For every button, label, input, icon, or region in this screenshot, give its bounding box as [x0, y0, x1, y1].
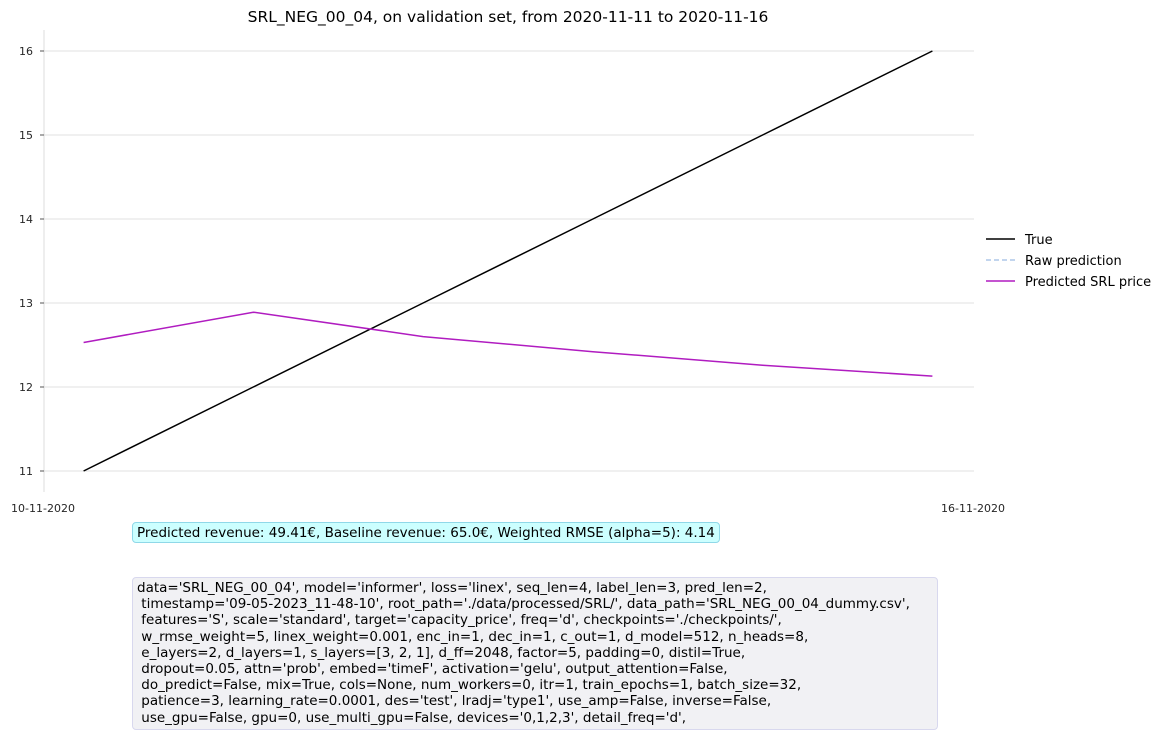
x-tick-label: 10-11-2020 [11, 502, 75, 515]
config-line: dropout=0.05, attn='prob', embed='timeF'… [137, 661, 728, 678]
config-line: data='SRL_NEG_00_04', model='informer', … [137, 580, 767, 596]
line-chart: SRL_NEG_00_04, on validation set, from 2… [11, 8, 1151, 515]
x-tick-label: 16-11-2020 [941, 502, 1005, 515]
y-tick-label: 13 [19, 297, 33, 310]
series-line-0 [83, 50, 933, 472]
config-line: timestamp='09-05-2023_11-48-10', root_pa… [137, 596, 910, 613]
y-tick-label: 15 [19, 129, 33, 142]
series-line-2 [83, 311, 933, 377]
legend-label: Predicted SRL price [1025, 275, 1151, 290]
y-axis-ticks: 11 12 13 14 15 16 [19, 45, 44, 478]
x-axis-ticks: 10-11-2020 16-11-2020 [11, 502, 1005, 515]
y-tick-label: 11 [19, 465, 33, 478]
series-lines [83, 50, 933, 472]
config-line: do_predict=False, mix=True, cols=None, n… [137, 677, 802, 694]
y-tick-label: 14 [19, 213, 33, 226]
legend-label: True [1024, 233, 1053, 248]
metrics-summary: Predicted revenue: 49.41€, Baseline reve… [132, 522, 720, 543]
chart-title: SRL_NEG_00_04, on validation set, from 2… [248, 8, 769, 27]
config-line: features='S', scale='standard', target='… [137, 612, 782, 629]
config-line: use_gpu=False, gpu=0, use_multi_gpu=Fals… [137, 709, 687, 726]
y-tick-label: 16 [19, 45, 33, 58]
config-parameters: data='SRL_NEG_00_04', model='informer', … [132, 577, 938, 730]
config-line: w_rmse_weight=5, linex_weight=0.001, enc… [137, 628, 809, 645]
legend-label: Raw prediction [1025, 254, 1122, 269]
grid-lines [44, 50, 974, 472]
config-line: patience=3, learning_rate=0.0001, des='t… [137, 693, 772, 710]
legend: True Raw prediction Predicted SRL price [986, 233, 1151, 290]
y-tick-label: 12 [19, 381, 33, 394]
config-line: e_layers=2, d_layers=1, s_layers=[3, 2, … [137, 644, 746, 661]
